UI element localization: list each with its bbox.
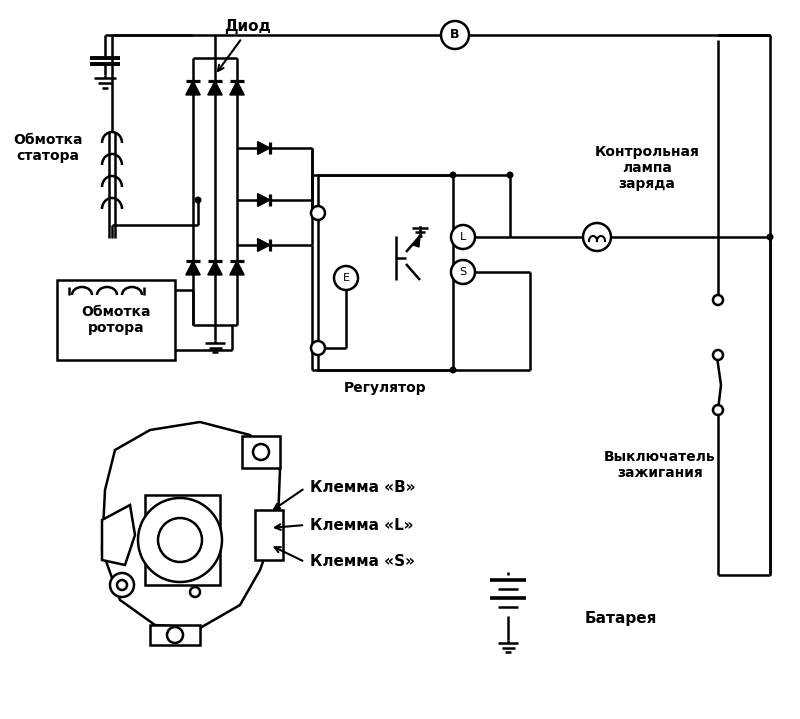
Text: Батарея: Батарея (585, 610, 658, 626)
Circle shape (713, 350, 723, 360)
Circle shape (441, 21, 469, 49)
Bar (57, 280, 175, 360)
Polygon shape (208, 81, 222, 95)
Text: Регулятор: Регулятор (344, 381, 426, 395)
Circle shape (110, 573, 134, 597)
Polygon shape (186, 261, 200, 275)
Polygon shape (150, 625, 200, 645)
Polygon shape (258, 239, 270, 252)
Text: E: E (342, 273, 350, 283)
Polygon shape (230, 81, 244, 95)
Polygon shape (208, 261, 222, 275)
Bar (255, 510, 283, 560)
Circle shape (117, 580, 127, 590)
Polygon shape (102, 505, 135, 565)
Circle shape (311, 341, 325, 355)
Bar (242, 436, 280, 468)
Polygon shape (258, 193, 270, 206)
Circle shape (190, 587, 200, 597)
Circle shape (506, 172, 514, 178)
Circle shape (713, 295, 723, 305)
Circle shape (334, 266, 358, 290)
Circle shape (194, 196, 202, 203)
Circle shape (451, 225, 475, 249)
Circle shape (253, 444, 269, 460)
Text: Диод: Диод (225, 19, 271, 35)
Text: Выключатель
зажигания: Выключатель зажигания (604, 450, 716, 480)
Circle shape (311, 206, 325, 220)
Bar (145, 495, 220, 585)
Text: Клемма «L»: Клемма «L» (310, 518, 414, 533)
Bar (318, 175, 453, 370)
Circle shape (450, 172, 457, 178)
Polygon shape (230, 261, 244, 275)
Text: S: S (459, 267, 466, 277)
Polygon shape (186, 81, 200, 95)
Polygon shape (258, 142, 270, 155)
Text: Обмотка
ротора: Обмотка ротора (82, 305, 150, 335)
Text: L: L (460, 232, 466, 242)
Text: Клемма «S»: Клемма «S» (310, 554, 415, 569)
Circle shape (451, 260, 475, 284)
Text: Обмотка
статора: Обмотка статора (14, 133, 82, 163)
Circle shape (766, 234, 774, 240)
Text: Контрольная
лампа
заряда: Контрольная лампа заряда (594, 145, 699, 191)
Circle shape (450, 367, 457, 373)
Circle shape (167, 627, 183, 643)
Circle shape (138, 498, 222, 582)
Circle shape (713, 405, 723, 415)
Circle shape (158, 518, 202, 562)
Polygon shape (102, 422, 280, 628)
Polygon shape (413, 236, 420, 247)
Circle shape (583, 223, 611, 251)
Text: Клемма «B»: Клемма «B» (310, 480, 415, 495)
Text: B: B (450, 29, 460, 42)
